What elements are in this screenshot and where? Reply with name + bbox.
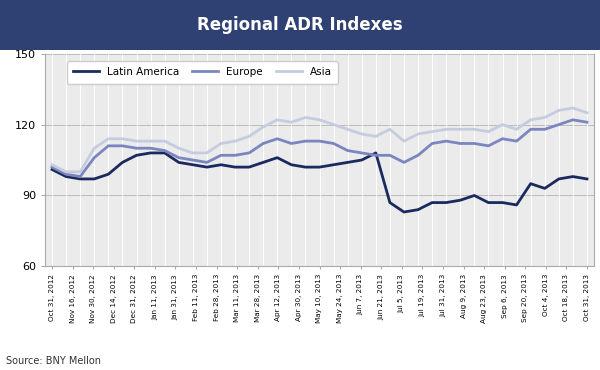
Text: Regional ADR Indexes: Regional ADR Indexes	[197, 16, 403, 34]
Legend: Latin America, Europe, Asia: Latin America, Europe, Asia	[67, 61, 338, 84]
Text: Source: BNY Mellon: Source: BNY Mellon	[6, 356, 101, 366]
